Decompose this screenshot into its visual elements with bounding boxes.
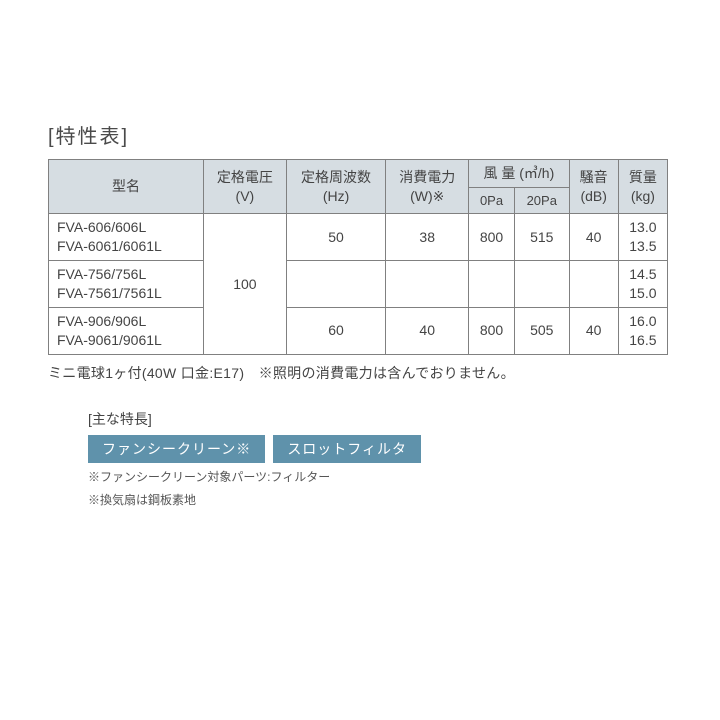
table-row: FVA-906/906LFVA-9061/9061L 60 40 800 505… (49, 308, 668, 355)
cell-power (386, 261, 469, 308)
cell-air20: 505 (514, 308, 569, 355)
badge-fancy-clean: ファンシークリーン※ (88, 435, 265, 463)
cell-model: FVA-756/756LFVA-7561/7561L (49, 261, 204, 308)
col-voltage: 定格電圧(V) (204, 160, 287, 214)
cell-air0: 800 (469, 214, 515, 261)
col-mass: 質量(kg) (618, 160, 667, 214)
col-airflow-0pa: 0Pa (469, 187, 515, 214)
cell-air0: 800 (469, 308, 515, 355)
table-row: FVA-606/606LFVA-6061/6061L 100 50 38 800… (49, 214, 668, 261)
cell-noise: 40 (569, 308, 618, 355)
table-title: [特性表] (48, 120, 680, 149)
cell-air20 (514, 261, 569, 308)
cell-model: FVA-606/606LFVA-6061/6061L (49, 214, 204, 261)
cell-air0 (469, 261, 515, 308)
cell-noise (569, 261, 618, 308)
col-noise: 騒音(dB) (569, 160, 618, 214)
col-airflow: 風 量 (㎥/h) (469, 160, 570, 188)
feature-badges: ファンシークリーン※ スロットフィルタ (88, 435, 680, 463)
cell-freq: 50 (286, 214, 386, 261)
col-model: 型名 (49, 160, 204, 214)
col-power: 消費電力(W)※ (386, 160, 469, 214)
cell-power: 38 (386, 214, 469, 261)
cell-model: FVA-906/906LFVA-9061/9061L (49, 308, 204, 355)
cell-air20: 515 (514, 214, 569, 261)
small-note-2: ※換気扇は鋼板素地 (88, 492, 680, 509)
spec-table: 型名 定格電圧(V) 定格周波数(Hz) 消費電力(W)※ 風 量 (㎥/h) … (48, 159, 668, 355)
cell-power: 40 (386, 308, 469, 355)
table-row: FVA-756/756LFVA-7561/7561L 14.515.0 (49, 261, 668, 308)
col-airflow-20pa: 20Pa (514, 187, 569, 214)
cell-mass: 13.013.5 (618, 214, 667, 261)
cell-mass: 16.016.5 (618, 308, 667, 355)
cell-voltage: 100 (204, 214, 287, 354)
cell-freq: 60 (286, 308, 386, 355)
features-title: [主な特長] (88, 409, 680, 429)
small-note-1: ※ファンシークリーン対象パーツ:フィルター (88, 469, 680, 486)
table-footnote: ミニ電球1ヶ付(40W 口金:E17) ※照明の消費電力は含んでおりません。 (48, 363, 680, 383)
cell-noise: 40 (569, 214, 618, 261)
col-freq: 定格周波数(Hz) (286, 160, 386, 214)
badge-slot-filter: スロットフィルタ (273, 435, 421, 463)
cell-freq (286, 261, 386, 308)
cell-mass: 14.515.0 (618, 261, 667, 308)
